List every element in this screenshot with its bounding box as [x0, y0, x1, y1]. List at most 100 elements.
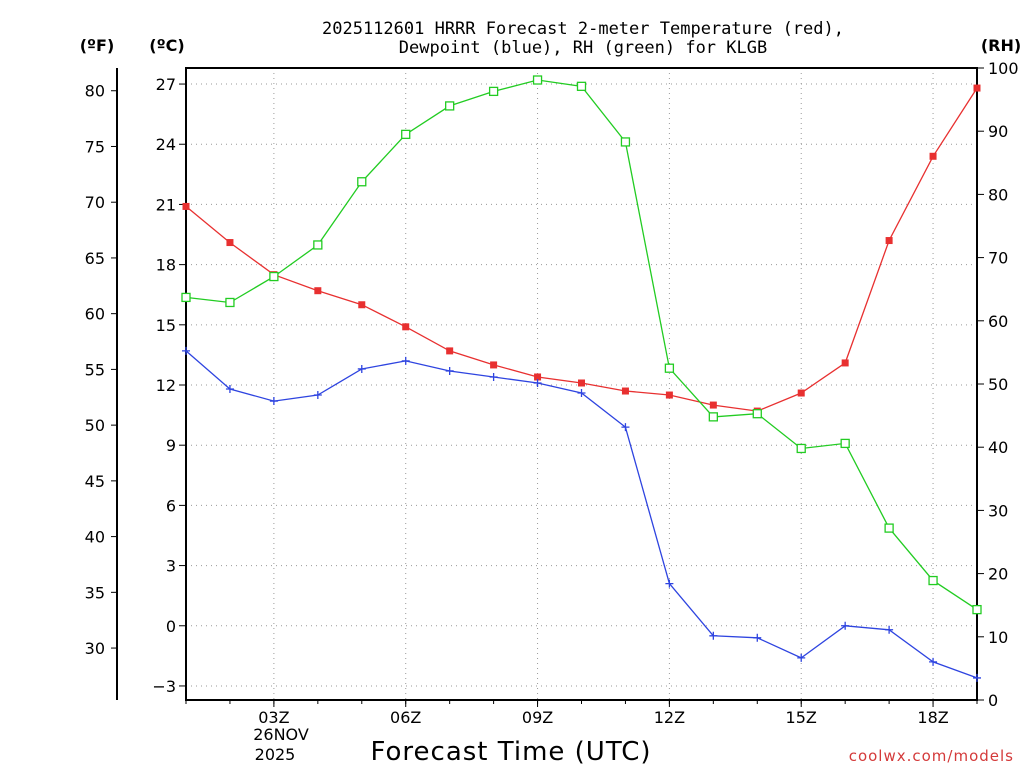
temperature-point [314, 287, 322, 295]
rh-line [185, 79, 978, 611]
rh-point [664, 363, 675, 373]
dewpoint-point [665, 579, 674, 588]
rh-point [576, 81, 587, 91]
temperature-point [621, 387, 629, 395]
rh-point [884, 523, 894, 533]
rh-tick-label: 80 [988, 185, 1008, 204]
rh-point [181, 292, 191, 303]
fahrenheit-tick-label: 65 [85, 249, 105, 268]
dewpoint-point [885, 625, 894, 634]
rh-point [488, 86, 499, 97]
rh-point [620, 137, 631, 147]
fahrenheit-tick-label: 40 [85, 528, 105, 547]
temperature-point [929, 152, 937, 160]
temperature-point [797, 389, 805, 397]
fahrenheit-unit-label: (ºF) [80, 36, 115, 55]
celsius-tick-label: 6 [166, 496, 176, 515]
celsius-unit-label: (ºC) [149, 36, 184, 55]
rh-unit-label: (RH) [981, 36, 1021, 55]
rh-tick-label: 50 [988, 375, 1008, 394]
dewpoint-point [709, 631, 718, 640]
rh-point [840, 438, 850, 449]
x-axis-title: Forecast Time (UTC) [370, 737, 651, 767]
celsius-tick-label: 21 [156, 195, 176, 214]
rh-tick-label: 70 [988, 249, 1008, 268]
time-tick-label: 09Z [522, 708, 553, 727]
chart-title-line2: Dewpoint (blue), RH (green) for KLGB [399, 38, 767, 58]
fahrenheit-tick-label: 55 [85, 360, 105, 379]
date-label-day: 26NOV [253, 725, 309, 744]
celsius-tick-label: 18 [156, 256, 176, 275]
dewpoint-point [841, 621, 850, 630]
date-label-year: 2025 [255, 745, 296, 764]
temperature-point [358, 301, 366, 309]
temperature-point [973, 84, 981, 92]
dewpoint-point [797, 653, 806, 662]
fahrenheit-tick-label: 70 [85, 193, 105, 212]
rh-point [796, 443, 806, 454]
time-tick-label: 18Z [917, 708, 948, 727]
temperature-point [709, 401, 717, 409]
temperature-point [226, 239, 234, 247]
temperature-point [534, 373, 542, 381]
dewpoint-point [269, 397, 278, 406]
dewpoint-point [313, 391, 322, 400]
celsius-tick-label: 12 [156, 376, 176, 395]
rh-point [928, 575, 938, 586]
rh-point [313, 240, 323, 250]
fahrenheit-tick-label: 30 [85, 639, 105, 658]
dewpoint-point [533, 378, 542, 387]
source-credit: coolwx.com/models [849, 747, 1014, 765]
data-series [181, 75, 982, 682]
time-tick-label: 03Z [258, 708, 289, 727]
rh-point [752, 409, 762, 419]
axes [116, 67, 978, 701]
rh-point [972, 604, 982, 615]
rh-tick-label: 60 [988, 312, 1008, 331]
rh-tick-label: 30 [988, 501, 1008, 520]
dewpoint-point [225, 385, 234, 394]
dewpoint-point [577, 389, 586, 398]
chart-title-line1: 2025112601 HRRR Forecast 2-meter Tempera… [322, 19, 844, 39]
dewpoint-point [445, 366, 454, 375]
rh-point [357, 177, 367, 187]
fahrenheit-tick-label: 45 [85, 472, 105, 491]
celsius-tick-label: 9 [166, 436, 176, 455]
rh-tick-label: 100 [988, 59, 1019, 78]
rh-tick-label: 40 [988, 438, 1008, 457]
fahrenheit-tick-label: 50 [85, 416, 105, 435]
dewpoint-point [357, 364, 366, 373]
time-tick-label: 12Z [654, 708, 685, 727]
rh-point [269, 271, 279, 282]
fahrenheit-tick-label: 80 [85, 82, 105, 101]
celsius-tick-label: −3 [152, 677, 176, 696]
rh-tick-label: 0 [988, 691, 998, 710]
temperature-point [402, 323, 410, 331]
temperature-point [182, 202, 190, 210]
rh-tick-label: 20 [988, 565, 1008, 584]
rh-tick-label: 10 [988, 628, 1008, 647]
dewpoint-point [489, 372, 498, 381]
time-tick-label: 06Z [390, 708, 421, 727]
rh-point [532, 75, 543, 85]
celsius-tick-label: 0 [166, 617, 176, 636]
dewpoint-point [401, 356, 410, 365]
fahrenheit-tick-label: 75 [85, 137, 105, 156]
celsius-tick-label: 24 [156, 135, 176, 154]
temperature-point [578, 379, 585, 387]
dewpoint-point [973, 673, 981, 682]
fahrenheit-tick-label: 35 [85, 583, 105, 602]
dewpoint-point [182, 346, 190, 355]
dewpoint-line [185, 350, 978, 679]
time-tick-label: 15Z [786, 708, 817, 727]
temperature-point [841, 359, 849, 367]
dewpoint-point [929, 657, 938, 666]
tick-labels: −3 0 3 6 9 12 15 18 21 24 27 30 35 40 45 50 55 60 65 70 75 80… [85, 59, 1019, 727]
rh-point [445, 101, 455, 111]
dewpoint-point [621, 423, 630, 432]
temperature-line [185, 87, 978, 412]
temperature-point [665, 391, 673, 399]
temperature-point [446, 347, 454, 355]
rh-point [225, 297, 235, 308]
